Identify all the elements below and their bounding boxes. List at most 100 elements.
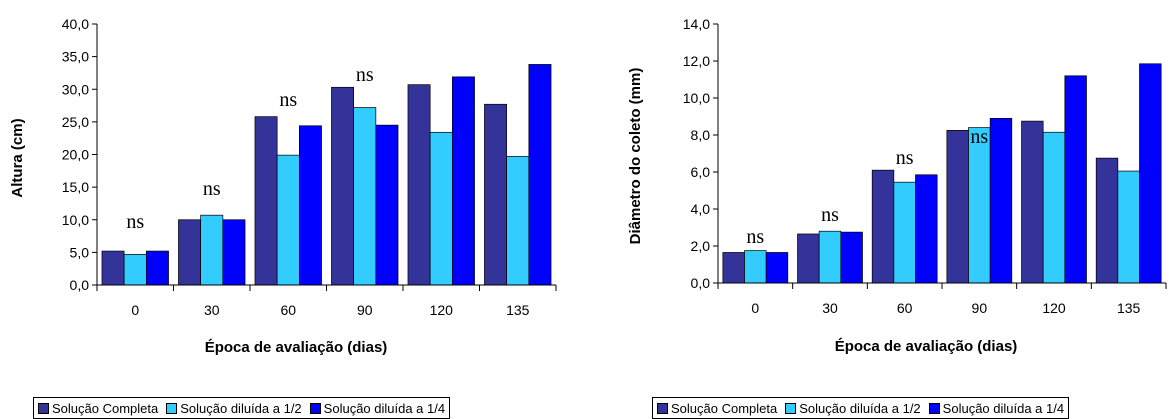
bar-series-3-cat-0	[765, 252, 789, 284]
bar-series-2-cat-120	[429, 131, 453, 286]
x-tick-label: 135	[506, 302, 530, 318]
legend-swatch-completa	[657, 402, 668, 414]
x-tick-label: 0	[751, 300, 759, 316]
legend-diametro: Solução Completa Solução diluída a 1/2 S…	[652, 397, 1070, 419]
y-tick-label: 10,0	[62, 212, 89, 228]
y-tick-label: 8,0	[691, 127, 711, 143]
bar-series-1-cat-135	[484, 103, 508, 286]
bar-series-3-cat-120	[1064, 75, 1087, 284]
bar-series-2-cat-60	[276, 154, 300, 286]
bar-series-3-cat-135	[1139, 63, 1162, 284]
x-tick-label: 60	[897, 300, 913, 316]
legend-item: Solução diluída a 1/2	[785, 400, 921, 416]
bar-series-3-cat-135	[528, 64, 552, 286]
bar-series-1-cat-0	[722, 252, 745, 284]
bar-series-2-cat-0	[744, 250, 767, 284]
x-tick-label: 60	[280, 302, 296, 318]
bar-series-3-cat-60	[298, 125, 322, 286]
bar-series-1-cat-60	[871, 169, 895, 284]
annotation-ns: ns	[896, 147, 914, 169]
bar-series-2-cat-135	[1117, 170, 1140, 284]
legend-item: Solução Completa	[657, 401, 777, 416]
bar-series-2-cat-135	[506, 156, 530, 286]
chart-diametro-xlabel: Época de avaliação (dias)	[835, 338, 1018, 355]
bar-series-3-cat-30	[840, 231, 863, 284]
y-tick-label: 35,0	[62, 49, 89, 65]
legend-item: Solução diluída a 1/4	[928, 400, 1065, 416]
legend-item: Solução diluída a 1/2	[166, 400, 302, 416]
chart-altura-ticks: 0,0 5,0 10,0 15,0 20,0 25,0 30,0 35,0 40,0 0 30 60 9…	[62, 16, 557, 318]
chart-altura: Altura (cm) Época de avaliação (dias) 0,…	[9, 16, 557, 356]
bar-series-1-cat-30	[178, 219, 202, 286]
y-tick-label: 25,0	[62, 114, 89, 130]
x-tick-label: 90	[972, 300, 988, 316]
legend-label: Solução diluída a 1/4	[942, 400, 1065, 416]
y-tick-label: 30,0	[62, 81, 89, 97]
bar-series-3-cat-0	[145, 250, 169, 286]
legend-item: Solução Completa	[38, 401, 158, 416]
annotation-ns: ns	[356, 64, 374, 86]
x-tick-label: 30	[204, 302, 220, 318]
y-tick-label: 40,0	[62, 16, 89, 32]
legend-label: Solução Completa	[671, 400, 778, 416]
legend-altura: Solução Completa Solução diluída a 1/2 S…	[33, 397, 451, 419]
legend-swatch-completa	[38, 402, 49, 414]
y-tick-label: 10,0	[683, 90, 710, 106]
chart-altura-bars	[101, 64, 552, 286]
chart-diametro-ticks: 0,0 2,0 4,0 6,0 8,0 10,0 12,0 14,0 0 30 60 90 120 135	[683, 16, 1167, 316]
annotation-ns: ns	[821, 204, 839, 226]
y-tick-label: 6,0	[691, 164, 711, 180]
chart-altura-xlabel: Época de avaliação (dias)	[205, 339, 388, 356]
legend-item: Solução diluída a 1/4	[309, 400, 446, 416]
chart-diametro-axes	[717, 24, 1166, 284]
annotation-ns: ns	[279, 89, 297, 111]
legend-label: Solução diluída a 1/2	[799, 400, 921, 416]
bar-series-3-cat-120	[451, 76, 475, 286]
y-tick-label: 4,0	[691, 201, 711, 217]
bar-series-1-cat-90	[331, 86, 355, 286]
chart-altura-annotations: ns ns ns ns	[126, 64, 374, 233]
chart-diametro-annotations: ns ns ns ns	[746, 126, 988, 248]
bar-series-2-cat-30	[818, 230, 842, 284]
chart-altura-ylabel: Altura (cm)	[9, 118, 26, 197]
annotation-ns: ns	[126, 211, 144, 233]
legend-label: Solução diluída a 1/4	[323, 400, 446, 416]
bar-series-2-cat-120	[1042, 131, 1066, 284]
y-tick-label: 14,0	[683, 16, 710, 32]
x-tick-label: 120	[430, 302, 454, 318]
x-tick-label: 120	[1042, 300, 1066, 316]
y-tick-label: 2,0	[691, 238, 711, 254]
bar-series-2-cat-0	[123, 253, 147, 286]
chart-diametro-ylabel: Diâmetro do coleto (mm)	[627, 68, 644, 245]
bar-series-2-cat-60	[893, 181, 916, 284]
bar-series-1-cat-60	[254, 116, 278, 286]
bar-series-3-cat-30	[222, 219, 246, 286]
bar-series-2-cat-90	[968, 127, 991, 284]
bar-series-2-cat-90	[353, 107, 377, 286]
annotation-ns: ns	[746, 226, 764, 248]
bar-series-1-cat-135	[1095, 157, 1119, 284]
x-tick-label: 135	[1117, 300, 1141, 316]
legend-label: Solução diluída a 1/2	[180, 400, 302, 416]
bar-series-2-cat-30	[200, 214, 224, 286]
bar-series-3-cat-90	[375, 124, 399, 286]
bar-series-3-cat-90	[989, 117, 1013, 284]
chart-diametro: Diâmetro do coleto (mm) Época de avaliaç…	[627, 16, 1167, 355]
legend-label: Solução Completa	[52, 400, 159, 416]
bar-series-1-cat-30	[797, 233, 820, 284]
x-tick-label: 0	[131, 302, 139, 318]
x-tick-label: 90	[357, 302, 373, 318]
annotation-ns: ns	[970, 126, 988, 148]
y-tick-label: 12,0	[683, 53, 710, 69]
bar-series-1-cat-120	[1021, 120, 1044, 284]
bar-series-1-cat-90	[946, 130, 969, 284]
y-tick-label: 15,0	[62, 179, 89, 195]
legend-swatch-meia	[785, 402, 797, 414]
chart-diametro-bars	[722, 63, 1162, 284]
bar-series-3-cat-60	[915, 174, 938, 284]
bar-series-1-cat-120	[407, 84, 431, 286]
annotation-ns: ns	[203, 178, 221, 200]
y-tick-label: 0,0	[691, 275, 711, 291]
y-tick-label: 20,0	[62, 147, 89, 163]
